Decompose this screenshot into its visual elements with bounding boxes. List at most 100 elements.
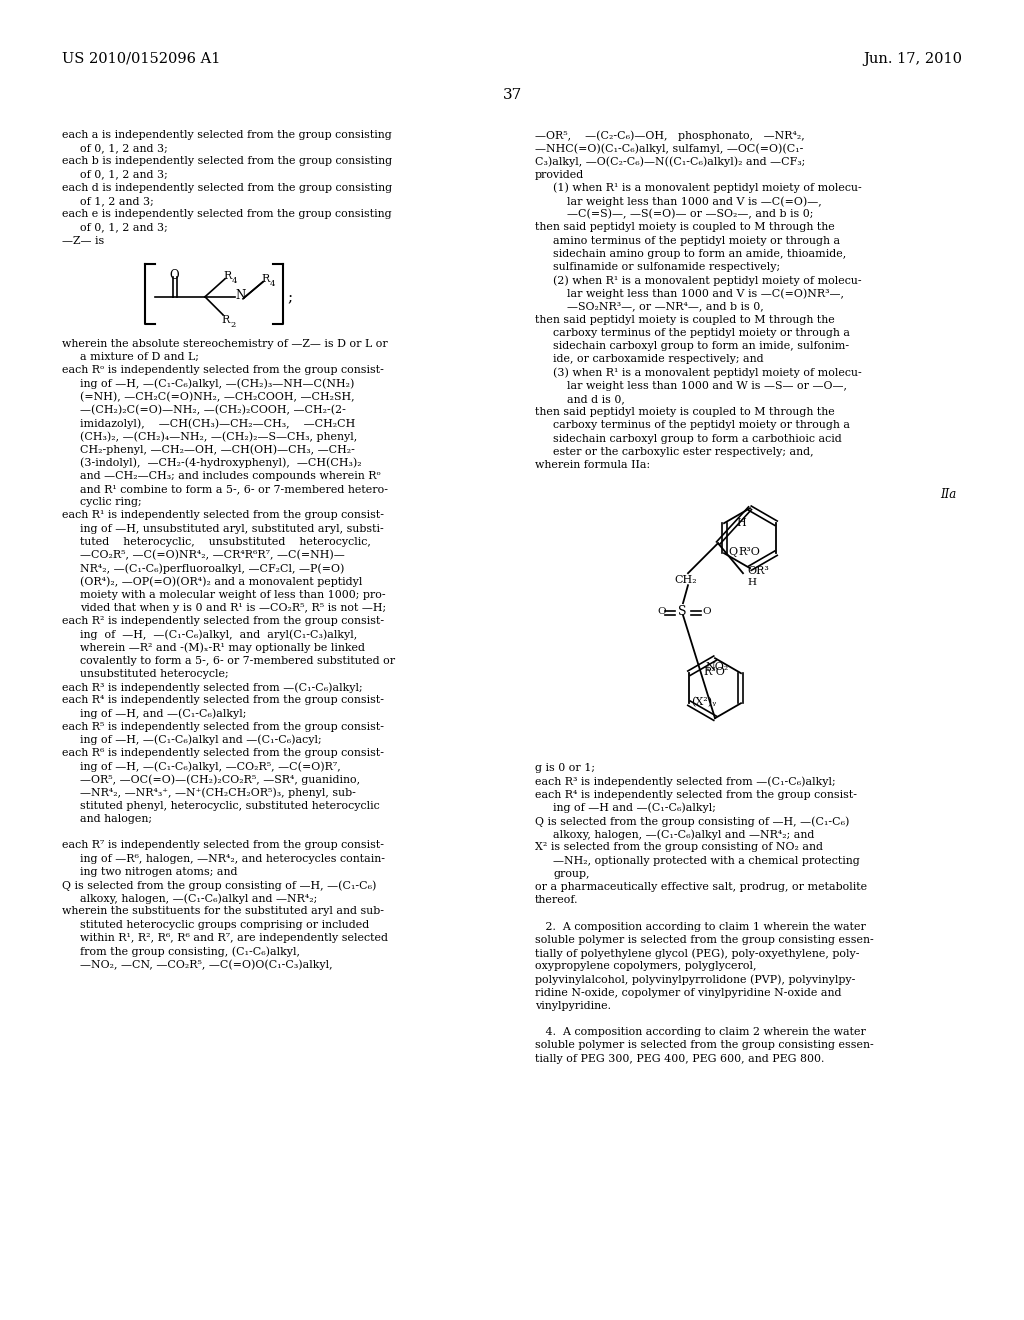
- Text: each R¹ is independently selected from the group consist-: each R¹ is independently selected from t…: [62, 511, 384, 520]
- Text: ridine N-oxide, copolymer of vinylpyridine N-oxide and: ridine N-oxide, copolymer of vinylpyridi…: [535, 987, 842, 998]
- Text: —(CH₂)₂C(=O)—NH₂, —(CH₂)₂COOH, —CH₂-(2-: —(CH₂)₂C(=O)—NH₂, —(CH₂)₂COOH, —CH₂-(2-: [80, 405, 346, 416]
- Text: sidechain carboxyl group to form an imide, sulfonim-: sidechain carboxyl group to form an imid…: [553, 341, 849, 351]
- Text: and R¹ combine to form a 5-, 6- or 7-membered hetero-: and R¹ combine to form a 5-, 6- or 7-mem…: [80, 484, 388, 494]
- Text: wherein —R² and -(M)ₓ-R¹ may optionally be linked: wherein —R² and -(M)ₓ-R¹ may optionally …: [80, 643, 365, 653]
- Text: each Rᵒ is independently selected from the group consist-: each Rᵒ is independently selected from t…: [62, 366, 384, 375]
- Text: R: R: [223, 271, 231, 281]
- Text: 2.  A composition according to claim 1 wherein the water: 2. A composition according to claim 1 wh…: [535, 921, 866, 932]
- Text: ing two nitrogen atoms; and: ing two nitrogen atoms; and: [80, 867, 238, 876]
- Text: each R⁵ is independently selected from the group consist-: each R⁵ is independently selected from t…: [62, 722, 384, 731]
- Text: stituted heterocyclic groups comprising or included: stituted heterocyclic groups comprising …: [80, 920, 370, 929]
- Text: of 0, 1, 2 and 3;: of 0, 1, 2 and 3;: [80, 143, 168, 153]
- Text: (=NH), —CH₂C(=O)NH₂, —CH₂COOH, —CH₂SH,: (=NH), —CH₂C(=O)NH₂, —CH₂COOH, —CH₂SH,: [80, 392, 354, 403]
- Text: NO₂: NO₂: [705, 663, 728, 672]
- Text: Q is selected from the group consisting of —H, —(C₁-C₆): Q is selected from the group consisting …: [62, 880, 377, 891]
- Text: US 2010/0152096 A1: US 2010/0152096 A1: [62, 51, 220, 66]
- Text: each R⁴ is independently selected from the group consist-: each R⁴ is independently selected from t…: [62, 696, 384, 705]
- Text: unsubstituted heterocycle;: unsubstituted heterocycle;: [80, 669, 228, 678]
- Text: wherein the absolute stereochemistry of —Z— is D or L or: wherein the absolute stereochemistry of …: [62, 339, 388, 348]
- Text: Q: Q: [728, 548, 737, 557]
- Text: ester or the carboxylic ester respectively; and,: ester or the carboxylic ester respective…: [553, 446, 814, 457]
- Text: —NH₂, optionally protected with a chemical protecting: —NH₂, optionally protected with a chemic…: [553, 855, 860, 866]
- Text: carboxy terminus of the peptidyl moiety or through a: carboxy terminus of the peptidyl moiety …: [553, 420, 850, 430]
- Text: of 1, 2 and 3;: of 1, 2 and 3;: [80, 195, 154, 206]
- Text: soluble polymer is selected from the group consisting essen-: soluble polymer is selected from the gro…: [535, 1040, 873, 1051]
- Text: OR³: OR³: [746, 566, 769, 577]
- Text: alkoxy, halogen, —(C₁-C₆)alkyl and —NR⁴₂; and: alkoxy, halogen, —(C₁-C₆)alkyl and —NR⁴₂…: [553, 829, 814, 840]
- Text: ide, or carboxamide respectively; and: ide, or carboxamide respectively; and: [553, 354, 764, 364]
- Text: —OR⁵,    —(C₂-C₆)—OH,   phosphonato,   —NR⁴₂,: —OR⁵, —(C₂-C₆)—OH, phosphonato, —NR⁴₂,: [535, 129, 805, 140]
- Text: sulfinamide or sulfonamide respectively;: sulfinamide or sulfonamide respectively;: [553, 261, 780, 272]
- Text: NR⁴₂, —(C₁-C₆)perfluoroalkyl, —CF₂Cl, —P(=O): NR⁴₂, —(C₁-C₆)perfluoroalkyl, —CF₂Cl, —P…: [80, 564, 344, 574]
- Text: N: N: [234, 289, 246, 302]
- Text: provided: provided: [535, 169, 585, 180]
- Text: IIa: IIa: [940, 488, 956, 502]
- Text: R: R: [221, 314, 229, 325]
- Text: then said peptidyl moiety is coupled to M through the: then said peptidyl moiety is coupled to …: [535, 407, 835, 417]
- Text: ing of —H, —(C₁-C₆)alkyl and —(C₁-C₆)acyl;: ing of —H, —(C₁-C₆)alkyl and —(C₁-C₆)acy…: [80, 735, 322, 746]
- Text: lar weight less than 1000 and V is —C(=O)—,: lar weight less than 1000 and V is —C(=O…: [567, 195, 821, 206]
- Text: oxypropylene copolymers, polyglycerol,: oxypropylene copolymers, polyglycerol,: [535, 961, 757, 972]
- Text: tuted    heterocyclic,    unsubstituted    heterocyclic,: tuted heterocyclic, unsubstituted hetero…: [80, 537, 371, 546]
- Text: each R³ is independently selected from —(C₁-C₆)alkyl;: each R³ is independently selected from —…: [62, 682, 362, 693]
- Text: C₃)alkyl, —O(C₂-C₆)—N((C₁-C₆)alkyl)₂ and —CF₃;: C₃)alkyl, —O(C₂-C₆)—N((C₁-C₆)alkyl)₂ and…: [535, 156, 805, 166]
- Text: stituted phenyl, heterocyclic, substituted heterocyclic: stituted phenyl, heterocyclic, substitut…: [80, 801, 380, 810]
- Text: —SO₂NR³—, or —NR⁴—, and b is 0,: —SO₂NR³—, or —NR⁴—, and b is 0,: [567, 301, 764, 312]
- Text: —NHC(=O)(C₁-C₆)alkyl, sulfamyl, —OC(=O)(C₁-: —NHC(=O)(C₁-C₆)alkyl, sulfamyl, —OC(=O)(…: [535, 143, 804, 153]
- Text: 4.  A composition according to claim 2 wherein the water: 4. A composition according to claim 2 wh…: [535, 1027, 866, 1038]
- Text: each a is independently selected from the group consisting: each a is independently selected from th…: [62, 129, 392, 140]
- Text: X² is selected from the group consisting of NO₂ and: X² is selected from the group consisting…: [535, 842, 823, 853]
- Text: each e is independently selected from the group consisting: each e is independently selected from th…: [62, 209, 391, 219]
- Text: covalently to form a 5-, 6- or 7-membered substituted or: covalently to form a 5-, 6- or 7-membere…: [80, 656, 395, 665]
- Text: H: H: [746, 578, 756, 587]
- Text: 2: 2: [230, 321, 236, 329]
- Text: R³O: R³O: [738, 548, 760, 557]
- Text: CH₂: CH₂: [674, 576, 696, 585]
- Text: and —CH₂—CH₃; and includes compounds wherein Rᵒ: and —CH₂—CH₃; and includes compounds whe…: [80, 471, 381, 480]
- Text: of 0, 1, 2 and 3;: of 0, 1, 2 and 3;: [80, 222, 168, 232]
- Text: H: H: [736, 519, 745, 528]
- Text: R³O: R³O: [703, 667, 725, 677]
- Text: —C(=S)—, —S(=O)— or —SO₂—, and b is 0;: —C(=S)—, —S(=O)— or —SO₂—, and b is 0;: [567, 209, 813, 219]
- Text: of 0, 1, 2 and 3;: of 0, 1, 2 and 3;: [80, 169, 168, 180]
- Text: within R¹, R², R⁶, R⁶ and R⁷, are independently selected: within R¹, R², R⁶, R⁶ and R⁷, are indepe…: [80, 933, 388, 942]
- Text: polyvinylalcohol, polyvinylpyrrolidone (PVP), polyvinylpy-: polyvinylalcohol, polyvinylpyrrolidone (…: [535, 974, 855, 985]
- Text: ;: ;: [287, 290, 292, 305]
- Text: each b is independently selected from the group consisting: each b is independently selected from th…: [62, 156, 392, 166]
- Text: (3-indolyl),  —CH₂-(4-hydroxyphenyl),  —CH(CH₃)₂: (3-indolyl), —CH₂-(4-hydroxyphenyl), —CH…: [80, 458, 361, 469]
- Text: a mixture of D and L;: a mixture of D and L;: [80, 352, 199, 362]
- Text: 4: 4: [232, 277, 238, 285]
- Text: ing of —H, unsubstituted aryl, substituted aryl, substi-: ing of —H, unsubstituted aryl, substitut…: [80, 524, 384, 533]
- Text: g is 0 or 1;: g is 0 or 1;: [535, 763, 595, 774]
- Text: O: O: [702, 607, 711, 616]
- Text: tially of polyethylene glycol (PEG), poly-oxyethylene, poly-: tially of polyethylene glycol (PEG), pol…: [535, 948, 859, 958]
- Text: imidazolyl),    —CH(CH₃)—CH₂—CH₃,    —CH₂CH: imidazolyl), —CH(CH₃)—CH₂—CH₃, —CH₂CH: [80, 418, 355, 429]
- Text: —NO₂, —CN, —CO₂R⁵, —C(=O)O(C₁-C₃)alkyl,: —NO₂, —CN, —CO₂R⁵, —C(=O)O(C₁-C₃)alkyl,: [80, 960, 333, 970]
- Text: (X²)ᵧ: (X²)ᵧ: [691, 697, 717, 708]
- Text: from the group consisting, (C₁-C₆)alkyl,: from the group consisting, (C₁-C₆)alkyl,: [80, 946, 300, 957]
- Text: S: S: [678, 605, 686, 618]
- Text: lar weight less than 1000 and W is —S— or —O—,: lar weight less than 1000 and W is —S— o…: [567, 380, 847, 391]
- Text: R: R: [261, 273, 269, 284]
- Text: —NR⁴₂, —NR⁴₃⁺, —N⁺(CH₂CH₂OR⁵)₃, phenyl, sub-: —NR⁴₂, —NR⁴₃⁺, —N⁺(CH₂CH₂OR⁵)₃, phenyl, …: [80, 788, 356, 799]
- Text: and d is 0,: and d is 0,: [567, 393, 625, 404]
- Text: each R⁶ is independently selected from the group consist-: each R⁶ is independently selected from t…: [62, 748, 384, 758]
- Text: Jun. 17, 2010: Jun. 17, 2010: [863, 51, 962, 66]
- Text: ing of —R⁶, halogen, —NR⁴₂, and heterocycles contain-: ing of —R⁶, halogen, —NR⁴₂, and heterocy…: [80, 854, 385, 863]
- Text: tially of PEG 300, PEG 400, PEG 600, and PEG 800.: tially of PEG 300, PEG 400, PEG 600, and…: [535, 1053, 824, 1064]
- Text: Q is selected from the group consisting of —H, —(C₁-C₆): Q is selected from the group consisting …: [535, 816, 849, 826]
- Text: sidechain carboxyl group to form a carbothioic acid: sidechain carboxyl group to form a carbo…: [553, 433, 842, 444]
- Text: (OR⁴)₂, —OP(=O)(OR⁴)₂ and a monovalent peptidyl: (OR⁴)₂, —OP(=O)(OR⁴)₂ and a monovalent p…: [80, 577, 362, 587]
- Text: lar weight less than 1000 and V is —C(=O)NR³—,: lar weight less than 1000 and V is —C(=O…: [567, 288, 844, 298]
- Text: O: O: [169, 269, 178, 281]
- Text: thereof.: thereof.: [535, 895, 579, 906]
- Text: sidechain amino group to form an amide, thioamide,: sidechain amino group to form an amide, …: [553, 248, 846, 259]
- Text: or a pharmaceutically effective salt, prodrug, or metabolite: or a pharmaceutically effective salt, pr…: [535, 882, 867, 892]
- Text: (3) when R¹ is a monovalent peptidyl moiety of molecu-: (3) when R¹ is a monovalent peptidyl moi…: [553, 367, 862, 378]
- Text: alkoxy, halogen, —(C₁-C₆)alkyl and —NR⁴₂;: alkoxy, halogen, —(C₁-C₆)alkyl and —NR⁴₂…: [80, 894, 317, 904]
- Text: CH₂-phenyl, —CH₂—OH, —CH(OH)—CH₃, —CH₂-: CH₂-phenyl, —CH₂—OH, —CH(OH)—CH₃, —CH₂-: [80, 445, 355, 455]
- Text: carboxy terminus of the peptidyl moiety or through a: carboxy terminus of the peptidyl moiety …: [553, 327, 850, 338]
- Text: 4: 4: [270, 280, 275, 288]
- Text: ing of —H, —(C₁-C₆)alkyl, —(CH₂)₃—NH—C(NH₂): ing of —H, —(C₁-C₆)alkyl, —(CH₂)₃—NH—C(N…: [80, 379, 354, 389]
- Text: each R⁷ is independently selected from the group consist-: each R⁷ is independently selected from t…: [62, 841, 384, 850]
